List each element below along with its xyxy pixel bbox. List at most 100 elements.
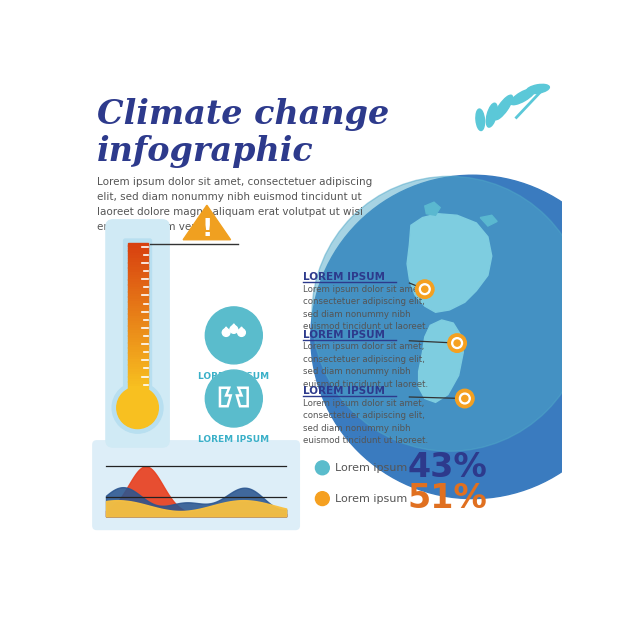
Bar [128,275,148,277]
Circle shape [454,340,460,346]
Ellipse shape [486,103,497,127]
Circle shape [462,396,468,402]
Polygon shape [238,327,245,332]
Circle shape [422,286,428,292]
Ellipse shape [510,89,535,105]
Circle shape [316,491,329,506]
Bar [128,299,148,302]
Bar [128,250,148,253]
Bar [128,245,148,249]
Bar [128,384,148,386]
Text: LOREM IPSUM: LOREM IPSUM [303,330,385,340]
Bar [128,267,148,270]
Text: 51%: 51% [407,482,487,515]
Bar [128,255,148,258]
Polygon shape [407,213,492,312]
Bar [128,362,148,364]
Bar [128,270,148,272]
Polygon shape [480,215,497,226]
Bar [128,301,148,304]
Ellipse shape [526,85,550,94]
Circle shape [452,337,463,349]
Bar [128,287,148,289]
Circle shape [316,461,329,475]
Bar [128,289,148,292]
Bar [128,333,148,336]
Ellipse shape [476,109,485,131]
Bar [128,323,148,326]
Bar [128,357,148,360]
Bar [128,335,148,338]
Bar [128,369,148,372]
Bar [128,260,148,263]
Bar [128,248,148,250]
Text: Lorem ipsum dolor sit amet,
consectetuer adipiscing elit,
sed diam nonummy nibh
: Lorem ipsum dolor sit amet, consectetuer… [303,399,428,445]
Circle shape [205,370,262,427]
Circle shape [311,175,626,499]
Bar [128,265,148,268]
Polygon shape [230,324,238,329]
Bar [128,316,148,319]
Bar [128,381,148,384]
Circle shape [448,334,466,352]
Bar [128,364,148,367]
Bar [128,311,148,314]
Bar [128,372,148,374]
Text: infographic: infographic [97,135,314,168]
Text: Lorem ipsum dolor sit amet,
consectetuer adipiscing elit,
sed diam nonummy nibh
: Lorem ipsum dolor sit amet, consectetuer… [303,285,428,331]
Polygon shape [222,327,230,332]
Bar [128,257,148,260]
Text: !: ! [201,217,213,241]
Text: LOREM IPSUM: LOREM IPSUM [303,272,385,282]
Bar [128,272,148,275]
Text: LOREM IPSUM: LOREM IPSUM [303,386,385,396]
Bar [128,262,148,265]
Text: Lorem ipsum dolor sit amet, consectetuer adipiscing
elit, sed diam nonummy nibh : Lorem ipsum dolor sit amet, consectetuer… [97,177,372,232]
Bar [128,367,148,369]
Text: Lorem ipsum dolor sit amet,
consectetuer adipiscing elit,
sed diam nonummy nibh
: Lorem ipsum dolor sit amet, consectetuer… [303,342,428,389]
Polygon shape [419,320,463,403]
Bar [128,328,148,331]
Circle shape [456,389,474,408]
Bar [128,282,148,285]
Circle shape [312,177,587,451]
Bar [128,296,148,299]
Bar [128,379,148,382]
Bar [128,337,148,341]
Circle shape [230,326,238,333]
Ellipse shape [494,95,513,120]
Bar [128,352,148,355]
Bar [128,284,148,287]
Text: LOREM IPSUM: LOREM IPSUM [198,372,269,381]
Bar [128,376,148,379]
Text: Lorem ipsum: Lorem ipsum [335,494,407,504]
Text: 43%: 43% [407,451,487,485]
Bar [128,306,148,309]
Bar [128,386,148,389]
Bar [128,350,148,352]
Bar [128,309,148,311]
FancyBboxPatch shape [105,219,170,448]
Bar [128,277,148,280]
Bar [128,354,148,357]
Circle shape [238,329,245,336]
Bar [128,304,148,307]
Circle shape [416,280,434,299]
Bar [128,374,148,377]
Text: LOREM IPSUM: LOREM IPSUM [198,434,269,444]
Circle shape [112,382,163,433]
Bar [128,342,148,345]
Circle shape [222,329,230,336]
Bar [128,331,148,333]
Circle shape [205,307,262,364]
Bar [128,340,148,343]
Bar [128,253,148,255]
Bar [128,314,148,316]
Bar [128,359,148,362]
Bar [128,279,148,282]
Polygon shape [183,205,230,240]
Circle shape [117,387,158,429]
Polygon shape [425,202,440,215]
Bar [128,321,148,324]
Bar [128,326,148,328]
